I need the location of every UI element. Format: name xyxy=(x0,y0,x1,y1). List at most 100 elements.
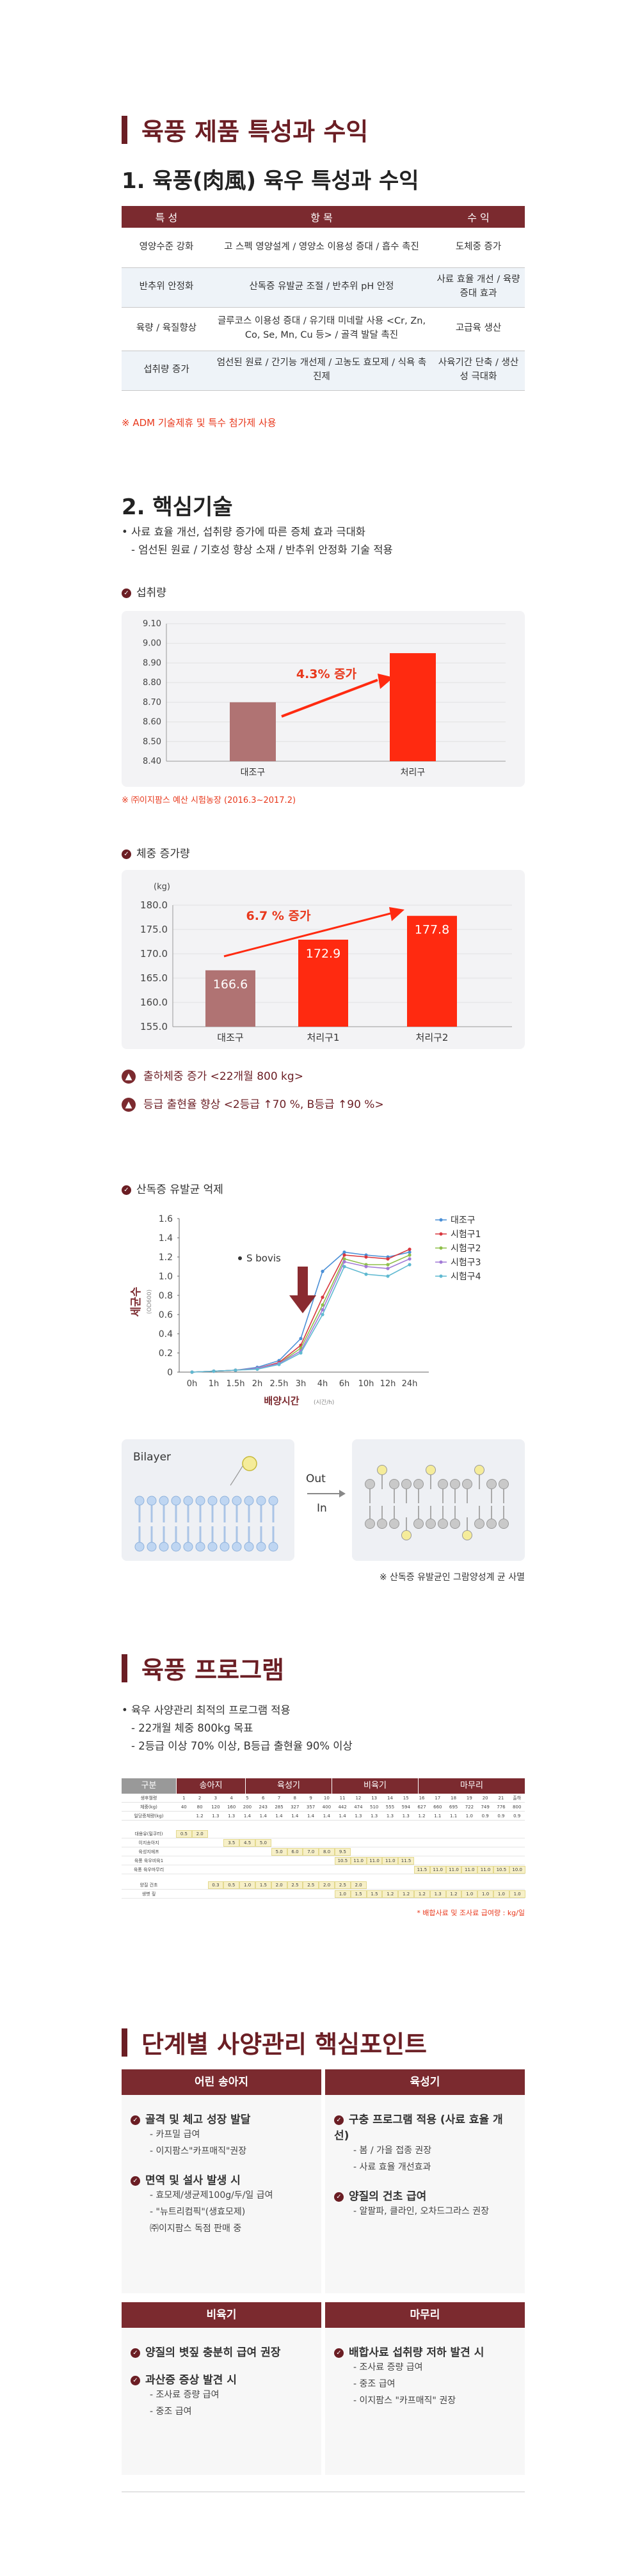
table-row: 섭취량 증가 엄선된 원료 / 간기능 개선제 / 고농도 효모제 / 식욕 촉… xyxy=(122,351,525,391)
program-row-label: 일당증체량(kg) xyxy=(134,1813,164,1819)
acid-chart-label: ✓ 산독증 유발균 억제 xyxy=(122,1180,223,1196)
program-bullet-2: - 22개월 체중 800kg 목표 xyxy=(131,1722,253,1734)
y-tick-label: 155.0 xyxy=(140,1021,168,1032)
lipid-head xyxy=(171,1542,181,1552)
in-label: In xyxy=(317,1502,327,1515)
program-cell: 1.4 xyxy=(323,1813,330,1819)
feed-amount-cell: 10.5 xyxy=(335,1857,351,1865)
hay-amount-cell: 0.5 xyxy=(223,1881,240,1889)
legend-marker xyxy=(439,1232,443,1236)
program-cell: 80 xyxy=(196,1805,203,1810)
lipid-head xyxy=(134,1542,145,1552)
x-tick-label: 처리구1 xyxy=(307,1032,340,1043)
lipid-head xyxy=(426,1465,436,1475)
program-cell: 776 xyxy=(497,1805,506,1810)
x-tick-label: 2h xyxy=(252,1379,263,1389)
y-tick-label: 9.10 xyxy=(143,619,161,629)
bar xyxy=(298,939,348,1027)
keypoint-title-text: 배합사료 섭취량 저하 발견 시 xyxy=(349,2346,484,2359)
y-tick-label: 8.90 xyxy=(143,658,161,668)
hay-amount-cell: 1.0 xyxy=(477,1890,493,1898)
program-hay-row: 양질 건초 0.3 0.5 1.0 1.5 2.0 2.5 2.5 2.0 2.5 2.0 xyxy=(122,1881,525,1890)
keypoint-detail: - "뉴트리컴픽"(생효모제) xyxy=(150,2207,246,2217)
x-tick-label: 3h xyxy=(296,1379,307,1389)
lipid-head xyxy=(244,1542,254,1552)
table-header: 항 목 xyxy=(211,206,432,228)
program-cell: 8 xyxy=(293,1796,297,1801)
table-row: 반추위 안정화 산독증 유발균 조절 / 반추위 pH 안정 사료 효율 개선 … xyxy=(122,267,525,308)
core-bullet-2: - 엄선된 원료 / 기호성 향상 소재 / 반추위 안정화 기술 적용 xyxy=(131,544,393,556)
data-point xyxy=(321,1313,324,1316)
intake-chart: 9.10 9.00 8.90 8.80 8.70 8.60 8.50 8.40 대조구 처리구 4.… xyxy=(143,619,506,778)
items-cell: 산독증 유발균 조절 / 반추위 pH 안정 xyxy=(211,267,432,308)
hay-amount-cell: 2.0 xyxy=(271,1881,287,1889)
program-feed-grid: 대용유(밀쿠터) 0.5 2.0 이지송아지 3.5 4.5 5.0 육성지에프 5.0 6.0 7… xyxy=(122,1829,525,1874)
x-tick-label: 1h xyxy=(209,1379,220,1389)
bilayer-intact-illustration xyxy=(134,1456,278,1552)
feature-cell: 섭취량 증가 xyxy=(122,351,211,391)
feed-amount-cell: 10.0 xyxy=(509,1866,525,1874)
phase-header-fattening: 비육기 xyxy=(122,2302,321,2328)
lipid-head xyxy=(438,1519,448,1529)
annotation-dot xyxy=(238,1256,242,1260)
program-cell: 555 xyxy=(385,1805,395,1810)
program-feed-label: 육풍 육우마무리 xyxy=(133,1867,164,1872)
feed-amount-cell: 4.5 xyxy=(239,1839,255,1847)
unit-label: (kg) xyxy=(154,882,170,892)
chart-annotation: 6.7 % 증가 xyxy=(246,909,311,923)
feed-amount-cell: 11.5 xyxy=(414,1866,430,1874)
section-title-program: 육풍 프로그램 xyxy=(122,1650,284,1686)
profit-cell: 사육기간 단축 / 생산성 극대화 xyxy=(432,351,525,391)
y-tick-label: 8.40 xyxy=(143,757,161,766)
program-cell: 20 xyxy=(482,1796,488,1801)
program-cell: 1.0 xyxy=(465,1813,473,1819)
items-cell: 글루코스 이용성 증대 / 유기태 미네랄 사용 <Cr, Zn, Co, Se… xyxy=(211,307,432,351)
y-tick-label: 1.6 xyxy=(159,1214,173,1224)
feed-amount-cell: 11.0 xyxy=(429,1866,446,1874)
lipid-head xyxy=(220,1496,230,1506)
lipid-head xyxy=(232,1542,242,1552)
program-cell: 800 xyxy=(513,1805,522,1810)
hay-amount-cell: 1.0 xyxy=(461,1890,478,1898)
feed-amount-cell: 9.5 xyxy=(335,1848,351,1856)
x-tick-label: 대조구 xyxy=(217,1032,243,1043)
data-point xyxy=(190,1370,194,1374)
check-icon: ✓ xyxy=(334,2348,344,2358)
y-tick-label: 180.0 xyxy=(140,899,168,911)
lipid-head xyxy=(207,1542,218,1552)
down-arrow-head xyxy=(289,1295,316,1313)
phase-body-calf: ✓ 골격 및 체고 성장 발달 - 카프밀 급여 - 이지팜스"카프매직"권장 ✓ 면역 … xyxy=(122,2095,321,2293)
hay-amount-cell: 2.0 xyxy=(350,1881,367,1889)
y-tick-label: 0.4 xyxy=(159,1329,173,1339)
lipid-head xyxy=(171,1496,181,1506)
hay-amount-cell: 1.5 xyxy=(366,1890,383,1898)
data-point xyxy=(342,1265,346,1268)
bar xyxy=(230,702,276,761)
x-tick-label: 24h xyxy=(402,1379,418,1389)
feed-amount-cell: 11.0 xyxy=(477,1866,493,1874)
y-tick-label: 9.00 xyxy=(143,639,161,649)
phase-body-fattening: ✓ 양질의 볏짚 충분히 급여 권장 ✓ 과산증 증상 발견 시 - 조사료 증량 급여… xyxy=(122,2328,321,2475)
program-cell: 6 xyxy=(261,1796,265,1801)
lipid-head xyxy=(389,1479,399,1489)
lipid-head xyxy=(365,1519,375,1529)
program-cell: 10 xyxy=(323,1796,330,1801)
lipid-head xyxy=(413,1479,424,1489)
hay-amount-cell: 1.0 xyxy=(335,1890,351,1898)
keypoint-title-text: 구충 프로그램 적용 (사료 효율 개선) xyxy=(334,2114,503,2142)
intake-chart-panel: 9.10 9.00 8.90 8.80 8.70 8.60 8.50 8.40 대조구 처리구 4.… xyxy=(122,611,525,787)
program-cell: 120 xyxy=(211,1805,220,1810)
y-tick-label: 0.8 xyxy=(159,1291,173,1301)
program-cell: 1.3 xyxy=(355,1813,362,1819)
x-tick-label: 대조구 xyxy=(241,768,266,778)
program-cell: 17 xyxy=(435,1796,441,1801)
legend-marker xyxy=(439,1260,443,1264)
y-tick-label: 160.0 xyxy=(140,997,168,1008)
x-tick-label: 처리구 xyxy=(401,768,426,778)
lipid-head xyxy=(486,1519,497,1529)
phase-header-growing: 육성기 xyxy=(325,2069,525,2095)
x-tick-label: 처리구2 xyxy=(416,1032,449,1043)
program-head-cell: 마무리 xyxy=(418,1778,525,1794)
bar xyxy=(407,915,457,1027)
down-arrow-shaft xyxy=(298,1267,308,1295)
